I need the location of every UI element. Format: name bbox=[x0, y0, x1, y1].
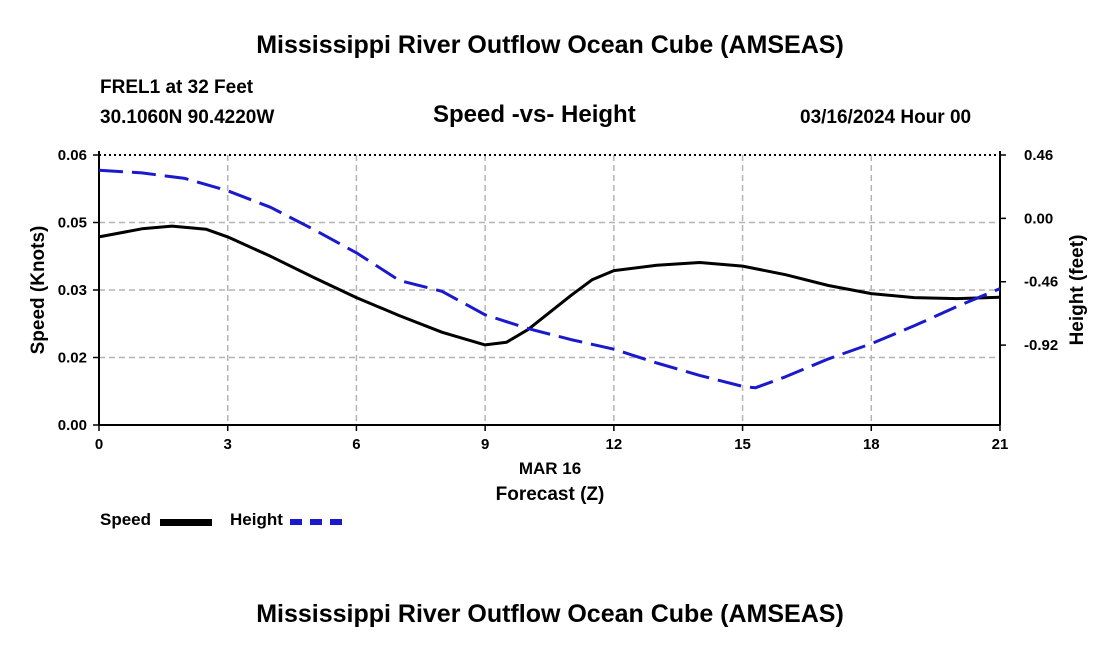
legend-height-label: Height bbox=[230, 510, 283, 529]
legend-speed-label: Speed bbox=[100, 510, 152, 529]
legend-height-swatch bbox=[290, 519, 342, 525]
y2-tick-label: -0.46 bbox=[1024, 274, 1058, 291]
chart-subtitle: Speed -vs- Height bbox=[433, 101, 636, 128]
x-tick-label: 12 bbox=[606, 436, 623, 453]
speed-series-line bbox=[98, 224, 1001, 347]
x-tick-label: 0 bbox=[95, 436, 103, 453]
y-tick-label: 0.03 bbox=[58, 282, 87, 299]
x-tick-label: 3 bbox=[224, 436, 232, 453]
y-tick-label: 0.06 bbox=[58, 147, 87, 164]
station-coordinates: 30.1060N 90.4220W bbox=[100, 107, 275, 128]
x-axis-label: Forecast (Z) bbox=[496, 484, 605, 505]
x-axis-sublabel: MAR 16 bbox=[519, 459, 581, 478]
y-tick-label: 0.00 bbox=[58, 417, 87, 434]
station-label: FREL1 at 32 Feet bbox=[100, 77, 254, 98]
y2-tick-label: -0.92 bbox=[1024, 337, 1058, 354]
x-tick-label: 9 bbox=[481, 436, 489, 453]
footer-title: Mississippi River Outflow Ocean Cube (AM… bbox=[256, 600, 844, 628]
x-tick-label: 18 bbox=[863, 436, 880, 453]
x-tick-label: 21 bbox=[992, 436, 1009, 453]
y2-tick-label: 0.46 bbox=[1024, 147, 1053, 164]
forecast-datetime: 03/16/2024 Hour 00 bbox=[800, 107, 972, 128]
y2-tick-label: 0.00 bbox=[1024, 210, 1053, 227]
height-series-line bbox=[98, 168, 1001, 390]
chart-svg: 0 3 6 9 12 15 18 21 0.00 0.02 0.03 0.05 0.06 0.46 0.00… bbox=[28, 147, 1088, 505]
x-tick-label: 15 bbox=[734, 436, 751, 453]
y-axis-label: Speed (Knots) bbox=[28, 226, 49, 355]
chart-title: Mississippi River Outflow Ocean Cube (AM… bbox=[256, 31, 844, 59]
y-tick-label: 0.02 bbox=[58, 350, 87, 367]
legend-speed-swatch bbox=[160, 519, 212, 526]
x-tick-label: 6 bbox=[352, 436, 360, 453]
y-tick-label: 0.05 bbox=[58, 215, 87, 232]
y2-axis-label: Height (feet) bbox=[1067, 235, 1088, 346]
